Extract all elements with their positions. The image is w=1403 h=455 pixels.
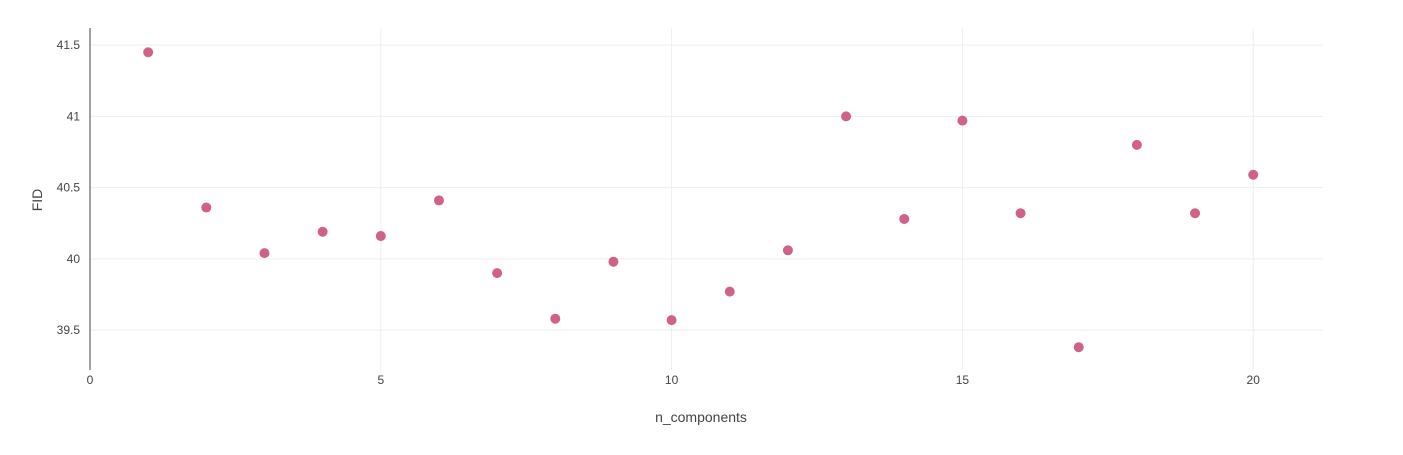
x-tick-label: 10 (665, 373, 679, 387)
data-point (143, 47, 154, 58)
x-tick-label: 0 (87, 373, 94, 387)
data-point (317, 226, 328, 237)
grid-lines (90, 28, 1323, 370)
x-tick-label: 15 (956, 373, 970, 387)
y-tick-label: 40.5 (57, 181, 81, 195)
data-point (724, 286, 735, 297)
data-point (201, 202, 212, 213)
data-point (550, 313, 561, 324)
y-axis-title: FID (29, 189, 45, 212)
data-point (1015, 208, 1026, 219)
x-tick-label: 5 (377, 373, 384, 387)
data-point (433, 195, 444, 206)
data-point (608, 256, 619, 267)
y-tick-label: 41 (67, 109, 81, 123)
data-point (1248, 169, 1259, 180)
data-point (782, 245, 793, 256)
data-point (841, 111, 852, 122)
data-point (492, 268, 503, 279)
data-point (957, 115, 968, 126)
y-tick-label: 40 (67, 252, 81, 266)
x-tick-label: 20 (1247, 373, 1261, 387)
tick-labels: 0 5 10 15 20 39.5 40 40.5 41 41.5 (57, 38, 1261, 387)
data-point (1073, 342, 1084, 353)
data-points (143, 47, 1259, 353)
data-point (375, 231, 386, 242)
y-tick-label: 39.5 (57, 323, 81, 337)
data-point (259, 248, 270, 259)
data-point (1131, 139, 1142, 150)
data-point (666, 315, 677, 326)
data-point (1190, 208, 1201, 219)
x-axis-title: n_components (655, 409, 747, 425)
data-point (899, 213, 910, 224)
y-tick-label: 41.5 (57, 38, 81, 52)
